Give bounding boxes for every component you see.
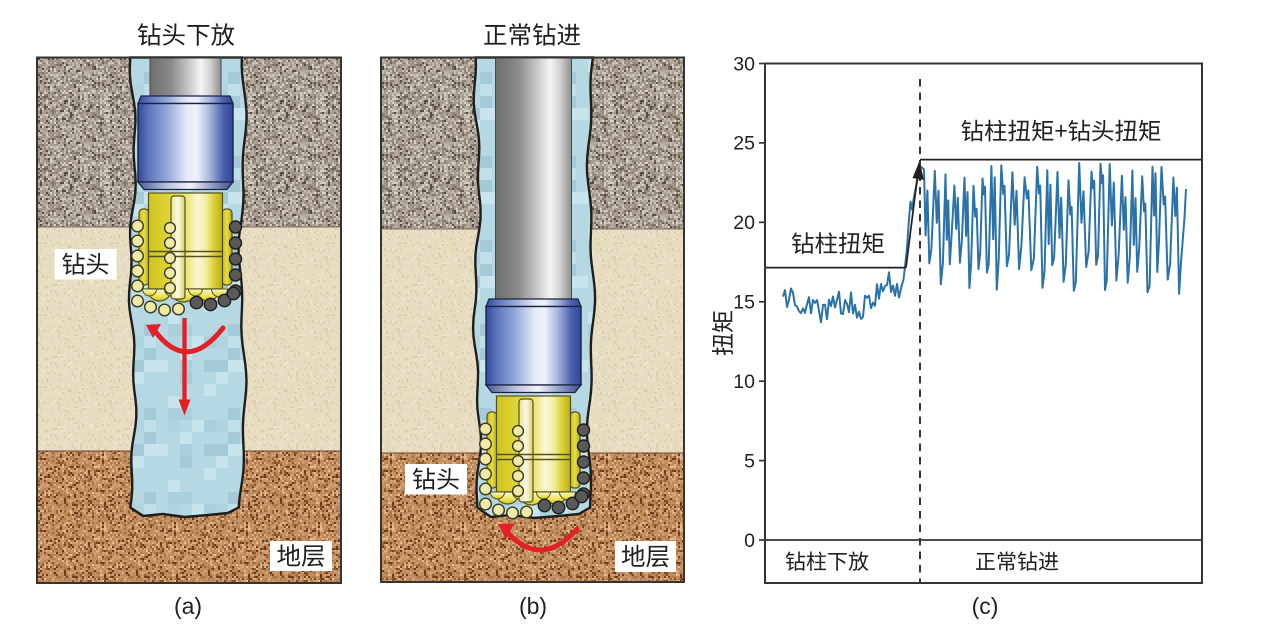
svg-text:5: 5 <box>744 450 755 472</box>
svg-text:(c): (c) <box>972 593 999 619</box>
svg-text:15: 15 <box>733 292 755 314</box>
svg-text:25: 25 <box>733 133 755 155</box>
svg-text:0: 0 <box>744 530 755 552</box>
svg-text:10: 10 <box>733 371 755 393</box>
svg-text:(b): (b) <box>519 593 547 619</box>
svg-text:20: 20 <box>733 212 755 234</box>
svg-text:(a): (a) <box>174 593 202 619</box>
svg-text:30: 30 <box>733 53 755 75</box>
